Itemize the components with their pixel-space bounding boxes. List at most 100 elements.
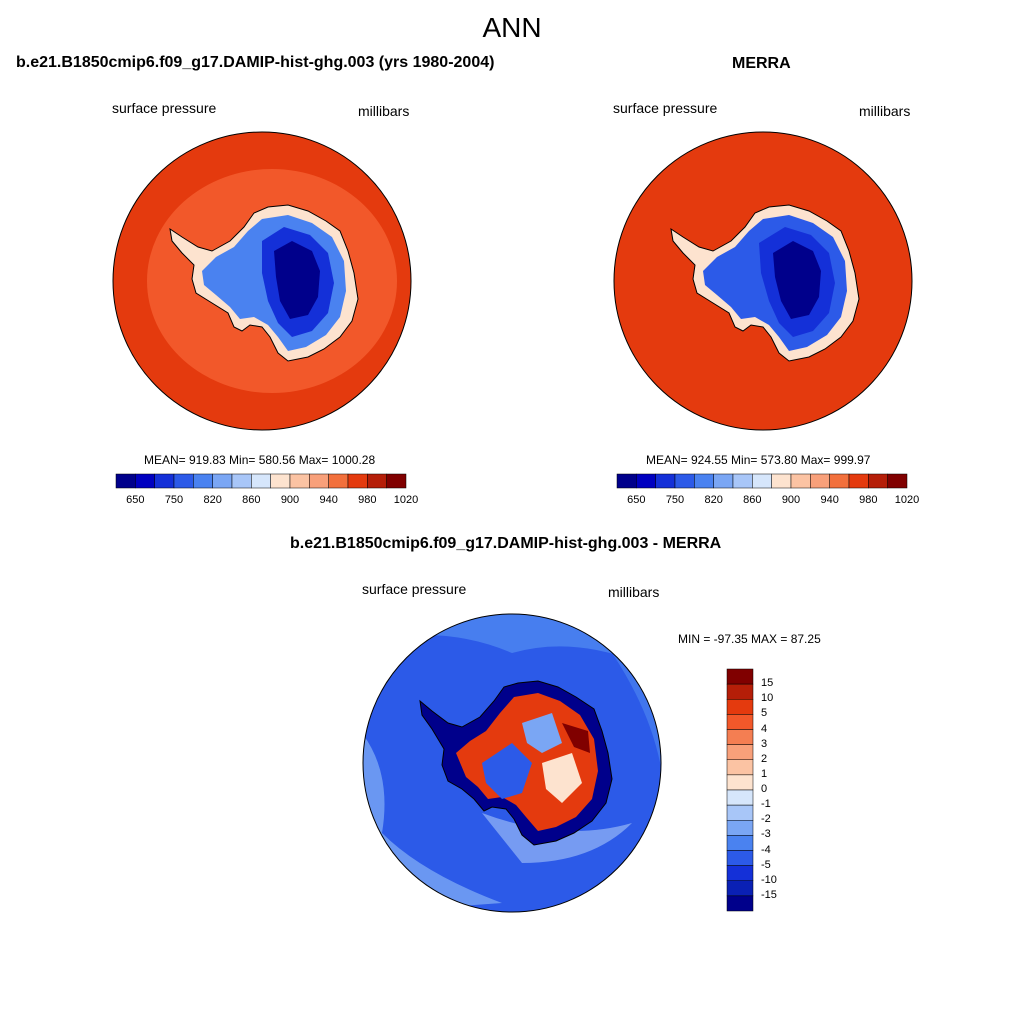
panel-2-stats: MEAN= 924.55 Min= 573.80 Max= 999.97 [646, 453, 871, 467]
page-title: ANN [482, 12, 542, 43]
panel-3-colorbar-box [726, 895, 754, 912]
panel-3-colorbar-box [726, 759, 754, 776]
panel-2-colorbar-box [868, 473, 888, 489]
panel-3-colorbar-tick-label: -15 [761, 888, 777, 901]
panel-2-colorbar-tick-label: 900 [781, 494, 801, 506]
panel-3-colorbar-box [726, 683, 754, 700]
panel-3-interior-dark [562, 723, 590, 753]
panel-2-colorbar-box [829, 473, 850, 489]
panel-1-colorbar-box [135, 473, 155, 489]
panel-1-colorbar-tick-label: 650 [126, 494, 145, 506]
panel-3-interior-blue-2 [522, 713, 562, 753]
panel-3-colorbar-tick-label: 3 [761, 737, 768, 750]
panel-3-colorbar-tick-label: 5 [761, 707, 768, 720]
panel-3-colorbar-tick-label: 10 [761, 692, 774, 705]
panel-3-colorbar-tick-label: 4 [761, 722, 768, 735]
panel-2-title: MERRA [732, 55, 791, 72]
panel-2-colorbar-tick-label: 650 [627, 494, 646, 506]
panel-2-colorbar-box [616, 473, 637, 489]
panel-3-colorbar-tick-label: -2 [761, 813, 771, 826]
panel-3-colorbar-box [726, 835, 754, 851]
panel-2-colorbar [616, 473, 908, 489]
panel-3-colorbar [726, 668, 754, 912]
panel-2-colorbar-box [752, 473, 772, 489]
panel-3-colorbar-box [726, 774, 754, 791]
panel-2-colorbar-box [713, 473, 734, 489]
panel-3-colorbar-box [726, 699, 754, 715]
panel-1-colorbar-box [270, 473, 291, 489]
panel-3-interior-white [542, 753, 582, 803]
panel-1-colorbar-tick-label: 860 [242, 494, 261, 506]
panel-1-colorbar-box [154, 473, 175, 489]
panel-2-colorbar-tick-label: 980 [859, 494, 878, 506]
panel-2-colorbar-box [674, 473, 695, 489]
panel-1-colorbar-box [193, 473, 213, 489]
panel-2-map [613, 131, 913, 431]
panel-2-colorbar-box [655, 473, 676, 489]
panel-2-colorbar-box [771, 473, 792, 489]
panel-3-units-label: millibars [608, 584, 660, 600]
panel-3-colorbar-tick-label: -10 [761, 873, 777, 886]
panel-2-colorbar-box [694, 473, 714, 489]
panel-1-colorbar-tick-label: 980 [358, 494, 377, 506]
panel-3-map [362, 613, 662, 913]
panel-3-colorbar-box [726, 729, 754, 745]
panel-1-colorbar-tick-label: 900 [280, 494, 300, 506]
panel-3-colorbar-box [726, 804, 754, 821]
panel-3-colorbar-box [726, 714, 754, 730]
panel-3-colorbar-box [726, 789, 754, 806]
panel-1-colorbar-box [309, 473, 329, 489]
panel-1-colorbar-box [367, 473, 387, 489]
panel-1-colorbar-box [328, 473, 349, 489]
panel-1-colorbar-box [115, 473, 136, 489]
panel-2-colorbar-box [790, 473, 811, 489]
panel-2-colorbar-box [848, 473, 869, 489]
panel-1-colorbar-tick-label: 940 [319, 494, 338, 506]
panel-2-plateau [773, 241, 821, 319]
panel-1-colorbar-box [386, 473, 407, 489]
panel-1-colorbar-tick-label: 820 [203, 494, 222, 506]
panel-1-colorbar-box [173, 473, 194, 489]
panel-2-colorbar-tick-label: 940 [820, 494, 839, 506]
panel-3-colorbar-box [726, 744, 754, 760]
panel-3-stats: MIN = -97.35 MAX = 87.25 [678, 632, 821, 646]
panel-3-colorbar-box [726, 865, 754, 881]
panel-2-colorbar-tick-label: 1020 [894, 494, 920, 506]
panel-3-colorbar-tick-label: -1 [761, 798, 771, 811]
panel-1-title: b.e21.B1850cmip6.f09_g17.DAMIP-hist-ghg.… [16, 54, 495, 71]
panel-1-colorbar-box [347, 473, 368, 489]
panel-1-stats: MEAN= 919.83 Min= 580.56 Max= 1000.28 [144, 453, 376, 467]
panel-2-colorbar-box [810, 473, 830, 489]
panel-1-colorbar-box [212, 473, 233, 489]
panel-3-colorbar-tick-label: -3 [761, 828, 771, 841]
panel-1-colorbar-tick-label: 750 [164, 494, 184, 506]
panel-2-colorbar-tick-label: 750 [665, 494, 685, 506]
panel-1-colorbar-tick-label: 1020 [393, 494, 419, 506]
panel-3-colorbar-tick-label: -4 [761, 843, 771, 856]
panel-3-colorbar-tick-label: 0 [761, 783, 768, 795]
panel-3-colorbar-box [726, 820, 754, 836]
panel-3-colorbar-tick-label: 1 [761, 767, 768, 780]
panel-2-colorbar-tick-label: 860 [743, 494, 762, 506]
panel-1-colorbar-box [289, 473, 310, 489]
panel-1-map [112, 131, 412, 431]
panel-1-colorbar-box [231, 473, 252, 489]
panel-3-colorbar-box [726, 850, 754, 866]
panel-2-colorbar-tick-label: 820 [704, 494, 723, 506]
panel-1-colorbar [115, 473, 407, 489]
panel-3-colorbar-tick-label: -5 [761, 858, 771, 871]
panel-1-units-label: millibars [358, 103, 410, 119]
panel-2-variable-label: surface pressure [613, 100, 718, 116]
panel-3-title: b.e21.B1850cmip6.f09_g17.DAMIP-hist-ghg.… [290, 535, 722, 552]
panel-3-variable-label: surface pressure [362, 581, 467, 597]
panel-1-colorbar-box [251, 473, 271, 489]
panel-2-colorbar-box [636, 473, 656, 489]
panel-2-colorbar-box [887, 473, 908, 489]
panel-1-plateau [274, 241, 320, 319]
panel-1-variable-label: surface pressure [112, 100, 217, 116]
panel-3-colorbar-box [726, 880, 754, 897]
panel-3-colorbar-tick-label: 2 [761, 752, 768, 765]
panel-2-colorbar-box [732, 473, 753, 489]
panel-2-units-label: millibars [859, 103, 911, 119]
panel-3-interior-blue-1 [482, 743, 532, 799]
